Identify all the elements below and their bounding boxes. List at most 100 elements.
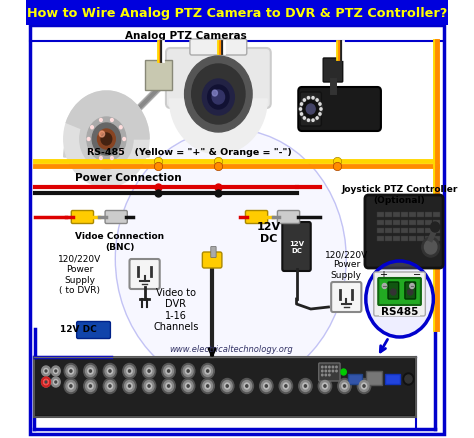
Circle shape (339, 381, 349, 392)
FancyBboxPatch shape (388, 283, 399, 299)
Circle shape (222, 381, 232, 392)
Circle shape (87, 138, 90, 141)
Circle shape (242, 381, 252, 392)
Circle shape (316, 117, 318, 120)
Circle shape (262, 381, 271, 392)
Circle shape (88, 383, 93, 389)
Circle shape (45, 381, 47, 383)
Circle shape (92, 124, 120, 155)
Circle shape (187, 385, 189, 387)
Circle shape (281, 381, 291, 392)
Circle shape (184, 57, 252, 133)
Text: Joystick PTZ Controller
(Optional): Joystick PTZ Controller (Optional) (341, 185, 458, 204)
FancyBboxPatch shape (433, 228, 440, 234)
Circle shape (301, 113, 302, 116)
FancyBboxPatch shape (385, 220, 392, 226)
Circle shape (167, 370, 170, 372)
Circle shape (265, 385, 267, 387)
Circle shape (205, 368, 210, 374)
FancyBboxPatch shape (433, 220, 440, 226)
Circle shape (142, 364, 156, 378)
Circle shape (321, 374, 323, 376)
Circle shape (299, 378, 312, 394)
Circle shape (306, 105, 315, 115)
Circle shape (42, 377, 50, 387)
Circle shape (162, 364, 175, 378)
Circle shape (203, 381, 212, 392)
FancyBboxPatch shape (409, 212, 416, 218)
FancyBboxPatch shape (365, 195, 443, 268)
Circle shape (321, 366, 323, 368)
Circle shape (324, 385, 326, 387)
Circle shape (341, 369, 346, 375)
Circle shape (325, 374, 327, 376)
Circle shape (164, 366, 173, 377)
Circle shape (45, 370, 47, 372)
Circle shape (128, 385, 130, 387)
Circle shape (405, 375, 412, 383)
Circle shape (100, 119, 102, 122)
Circle shape (110, 157, 113, 160)
Wedge shape (66, 92, 149, 140)
Circle shape (321, 371, 323, 372)
Circle shape (318, 378, 332, 394)
Circle shape (54, 369, 58, 374)
Circle shape (391, 290, 396, 295)
Circle shape (125, 366, 135, 377)
Circle shape (366, 261, 433, 337)
Circle shape (336, 366, 337, 368)
Circle shape (44, 380, 48, 385)
FancyBboxPatch shape (105, 211, 128, 224)
Text: 12V
DC: 12V DC (289, 241, 304, 254)
Text: 12V
DC: 12V DC (257, 222, 281, 243)
Circle shape (91, 150, 93, 153)
Text: Analog PTZ Cameras: Analog PTZ Cameras (126, 31, 247, 41)
Circle shape (410, 284, 414, 289)
FancyBboxPatch shape (348, 374, 362, 384)
Circle shape (107, 383, 113, 389)
Circle shape (84, 364, 97, 378)
Circle shape (51, 377, 60, 387)
Circle shape (325, 371, 327, 372)
Circle shape (325, 366, 327, 368)
Circle shape (84, 378, 97, 394)
Circle shape (166, 383, 171, 389)
Circle shape (105, 381, 115, 392)
Text: −: − (413, 269, 421, 279)
Circle shape (85, 381, 95, 392)
Circle shape (123, 378, 136, 394)
Circle shape (183, 381, 193, 392)
FancyBboxPatch shape (385, 374, 400, 384)
Circle shape (207, 370, 209, 372)
Circle shape (338, 378, 351, 394)
Circle shape (142, 378, 156, 394)
Circle shape (312, 120, 314, 122)
Circle shape (99, 132, 105, 138)
Circle shape (144, 366, 154, 377)
Circle shape (167, 385, 170, 387)
FancyBboxPatch shape (425, 236, 432, 242)
Circle shape (183, 366, 193, 377)
FancyBboxPatch shape (34, 357, 416, 417)
FancyBboxPatch shape (323, 59, 343, 83)
Circle shape (431, 223, 439, 233)
FancyBboxPatch shape (385, 236, 392, 242)
Circle shape (203, 366, 212, 377)
Circle shape (260, 378, 273, 394)
FancyBboxPatch shape (393, 236, 400, 242)
Circle shape (115, 130, 346, 389)
Circle shape (322, 383, 328, 389)
FancyBboxPatch shape (377, 236, 384, 242)
FancyBboxPatch shape (36, 359, 414, 415)
Circle shape (185, 368, 191, 374)
FancyBboxPatch shape (77, 322, 110, 339)
Circle shape (226, 385, 228, 387)
Circle shape (66, 381, 76, 392)
Circle shape (328, 366, 330, 368)
FancyBboxPatch shape (129, 259, 160, 290)
Circle shape (123, 364, 136, 378)
FancyBboxPatch shape (393, 228, 400, 234)
Circle shape (66, 366, 76, 377)
Circle shape (408, 290, 413, 295)
Circle shape (109, 370, 111, 372)
